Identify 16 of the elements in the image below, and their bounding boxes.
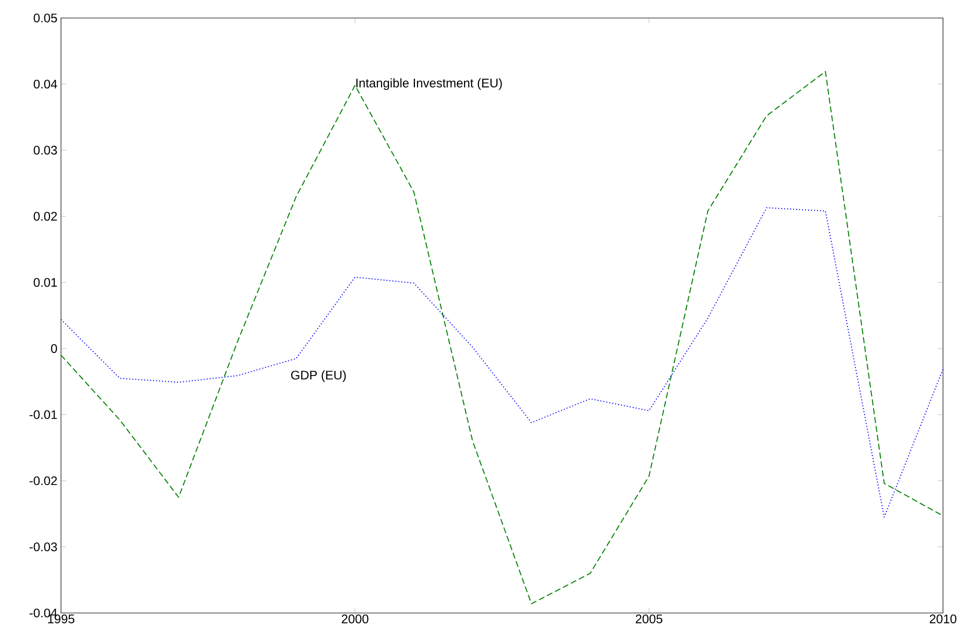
x-tick-label: 2005 bbox=[636, 614, 662, 624]
line-series bbox=[60, 207, 944, 518]
y-tick-label: 0.02 bbox=[34, 212, 57, 221]
annotation: GDP (EU) bbox=[291, 370, 346, 382]
y-tick-label: 0.04 bbox=[34, 80, 58, 89]
y-tick-label: 0.05 bbox=[34, 14, 57, 22]
y-tick-label: 0.01 bbox=[34, 278, 57, 287]
annotation: Intangible Investment (EU) bbox=[356, 78, 502, 90]
x-tick-label: 2000 bbox=[342, 614, 368, 624]
y-tick-label: -0.03 bbox=[30, 542, 57, 552]
line-series bbox=[60, 71, 944, 604]
y-tick-label: 0 bbox=[51, 344, 57, 353]
x-tick-label: 2010 bbox=[930, 614, 956, 624]
y-tick-label: -0.02 bbox=[30, 476, 57, 486]
y-tick-label: -0.01 bbox=[30, 410, 57, 420]
y-tick-label: 0.03 bbox=[34, 146, 57, 155]
